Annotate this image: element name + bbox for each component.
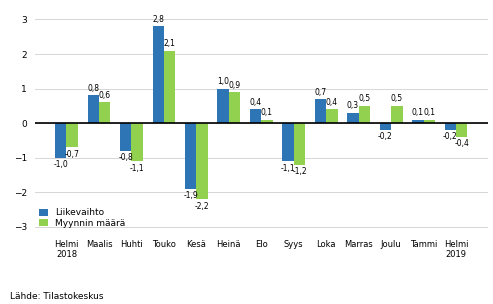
Bar	[250, 109, 261, 123]
Bar	[315, 99, 326, 123]
Bar	[152, 26, 164, 123]
Bar	[196, 123, 208, 199]
Bar	[282, 123, 294, 161]
Text: -1,2: -1,2	[292, 167, 307, 176]
Bar	[229, 92, 240, 123]
Bar	[88, 95, 99, 123]
Text: 0,1: 0,1	[423, 108, 435, 117]
Text: -2,2: -2,2	[195, 202, 210, 211]
Bar	[412, 120, 423, 123]
Text: -0,2: -0,2	[443, 133, 458, 141]
Text: 2,1: 2,1	[164, 39, 176, 48]
Text: 0,3: 0,3	[347, 101, 359, 110]
Bar	[423, 120, 435, 123]
Text: 0,1: 0,1	[261, 108, 273, 117]
Text: Lähde: Tilastokeskus: Lähde: Tilastokeskus	[10, 292, 104, 301]
Legend: Liikevaihto, Myynnin määrä: Liikevaihto, Myynnin määrä	[39, 208, 126, 228]
Bar	[120, 123, 132, 151]
Bar	[132, 123, 143, 161]
Text: -0,8: -0,8	[118, 153, 133, 162]
Text: -1,1: -1,1	[130, 164, 144, 173]
Text: -1,0: -1,0	[53, 160, 68, 169]
Text: 0,8: 0,8	[87, 84, 99, 93]
Text: 1,0: 1,0	[217, 77, 229, 86]
Bar	[326, 109, 338, 123]
Bar	[185, 123, 196, 189]
Text: 0,4: 0,4	[326, 98, 338, 107]
Text: 2,8: 2,8	[152, 15, 164, 24]
Text: -0,4: -0,4	[455, 139, 469, 148]
Text: 0,1: 0,1	[412, 108, 424, 117]
Text: -1,9: -1,9	[183, 191, 198, 200]
Text: -0,2: -0,2	[378, 133, 393, 141]
Bar	[164, 50, 175, 123]
Text: 0,5: 0,5	[391, 95, 403, 103]
Bar	[217, 88, 229, 123]
Bar	[261, 120, 273, 123]
Text: 0,9: 0,9	[228, 81, 241, 90]
Text: 0,6: 0,6	[99, 91, 111, 100]
Text: 0,7: 0,7	[315, 88, 326, 97]
Bar	[391, 106, 402, 123]
Bar	[380, 123, 391, 130]
Bar	[99, 102, 110, 123]
Bar	[294, 123, 305, 164]
Text: 0,5: 0,5	[358, 95, 370, 103]
Text: 0,4: 0,4	[249, 98, 262, 107]
Bar	[456, 123, 467, 137]
Text: -0,7: -0,7	[65, 150, 79, 159]
Bar	[359, 106, 370, 123]
Text: -1,1: -1,1	[281, 164, 295, 173]
Bar	[55, 123, 67, 158]
Bar	[348, 113, 359, 123]
Bar	[67, 123, 78, 147]
Bar	[445, 123, 456, 130]
